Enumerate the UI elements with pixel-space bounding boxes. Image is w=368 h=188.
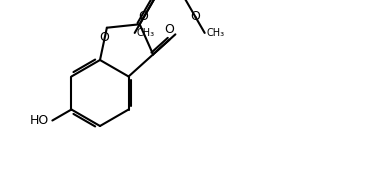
- Text: O: O: [99, 31, 109, 44]
- Text: CH₃: CH₃: [207, 28, 225, 38]
- Text: CH₃: CH₃: [137, 28, 155, 38]
- Text: O: O: [164, 23, 174, 36]
- Text: O: O: [191, 10, 201, 23]
- Text: O: O: [139, 10, 149, 23]
- Text: HO: HO: [30, 114, 49, 127]
